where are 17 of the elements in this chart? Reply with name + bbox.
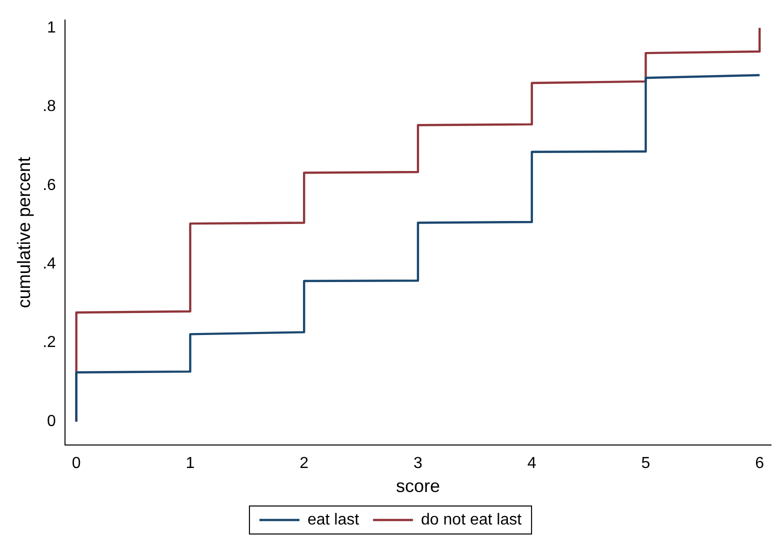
y-tick-label: .6 [42, 176, 56, 194]
x-tick-label: 3 [414, 455, 423, 472]
y-tick-label: .8 [42, 98, 56, 116]
y-tick-label: .4 [42, 256, 56, 273]
x-axis-title: score [396, 476, 440, 496]
x-tick-label: 4 [527, 455, 536, 472]
y-tick-label: .2 [42, 334, 56, 352]
y-tick-label: 0 [47, 412, 56, 430]
legend-label: do not eat last [421, 511, 522, 528]
x-tick-label: 5 [641, 455, 650, 472]
x-tick-label: 1 [186, 455, 195, 472]
legend-label: eat last [307, 511, 360, 528]
x-tick-label: 2 [300, 455, 309, 472]
y-axis-title: cumulative percent [14, 157, 34, 308]
x-tick-label: 0 [72, 455, 81, 472]
y-tick-label: 1 [47, 19, 56, 36]
x-tick-label: 6 [755, 455, 764, 472]
